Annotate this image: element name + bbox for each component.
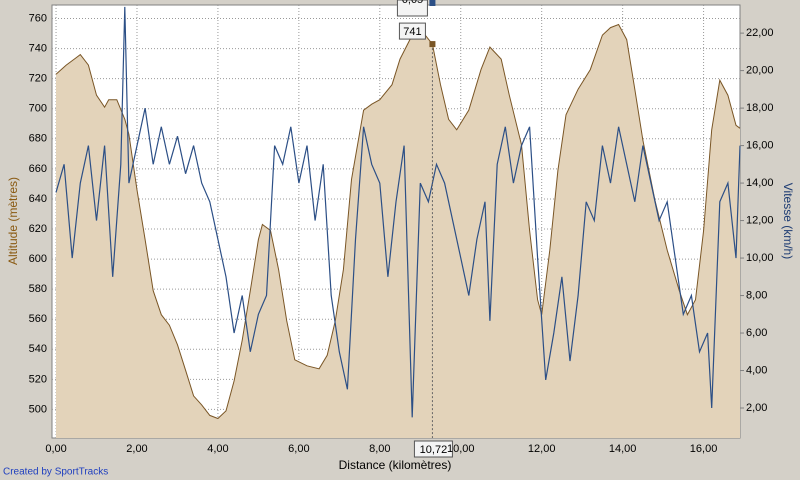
- y-tick-label: 520: [29, 373, 47, 385]
- altitude-marker: [429, 41, 436, 48]
- y-tick-label: 720: [29, 73, 47, 85]
- annotation-box: [398, 22, 426, 40]
- x-tick-label: 4,00: [207, 443, 228, 455]
- y-tick-label: 540: [29, 343, 47, 355]
- y-tick-label: 560: [29, 313, 47, 325]
- annotation-label: 741: [403, 26, 421, 38]
- y2-tick-label: 22,00: [746, 27, 774, 39]
- altitude-line: [55, 23, 741, 420]
- speed-marker: [429, 0, 436, 6]
- y-tick-label: 620: [29, 223, 47, 235]
- y-tick-label: 580: [29, 283, 47, 295]
- x-tick-label: 12,00: [528, 443, 556, 455]
- y2-tick-label: 12,00: [746, 214, 774, 226]
- y-tick-label: 660: [29, 163, 47, 175]
- annotation-label: 6,65: [402, 0, 423, 6]
- x-tick-label: 16,00: [690, 443, 718, 455]
- x-tick-label: 2,00: [126, 443, 147, 455]
- annotation-box: [413, 440, 453, 458]
- y2-tick-label: 6,00: [746, 327, 767, 339]
- y2-tick-label: 4,00: [746, 364, 767, 376]
- y2-tick-label: 2,00: [746, 402, 767, 414]
- speed-line: [55, 6, 741, 418]
- x-tick-label: 6,00: [288, 443, 309, 455]
- x-axis-label: Distance (kilomètres): [339, 458, 452, 472]
- altitude-area: [56, 24, 740, 438]
- footer: Created by SportTracks: [3, 467, 108, 478]
- annotation-label: 10,72: [420, 444, 448, 456]
- annotation-box: [396, 0, 428, 17]
- y2-tick-label: 20,00: [746, 65, 774, 77]
- y-tick-label: 500: [29, 403, 47, 415]
- y-tick-label: 740: [29, 43, 47, 55]
- y2-tick-label: 10,00: [746, 252, 774, 264]
- y2-tick-label: 16,00: [746, 139, 774, 151]
- y-tick-label: 760: [29, 12, 47, 24]
- y2-tick-label: 18,00: [746, 102, 774, 114]
- y-tick-label: 600: [29, 253, 47, 265]
- y2-tick-label: 8,00: [746, 289, 767, 301]
- y-tick-label: 680: [29, 133, 47, 145]
- y-tick-label: 700: [29, 103, 47, 115]
- y2-axis-label: Vitesse (km/h): [781, 183, 795, 259]
- y-tick-label: 640: [29, 193, 47, 205]
- x-tick-label: 8,00: [369, 443, 390, 455]
- y2-tick-label: 14,00: [746, 177, 774, 189]
- x-tick-label: 10,00: [447, 443, 475, 455]
- x-tick-label: 14,00: [609, 443, 637, 455]
- x-tick-label: 0,00: [45, 443, 66, 455]
- y-axis-label: Altitude (mètres): [6, 177, 20, 265]
